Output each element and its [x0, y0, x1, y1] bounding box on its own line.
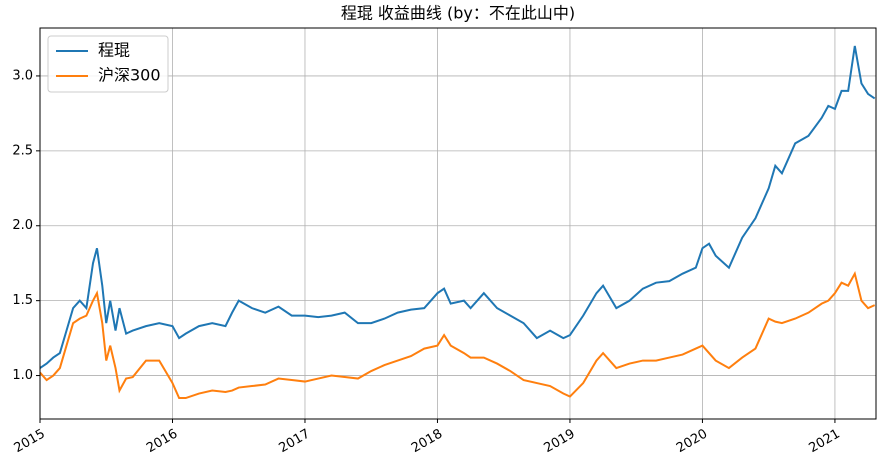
y-tick-label: 1.0 [12, 368, 33, 383]
y-tick-label: 2.0 [12, 218, 33, 233]
x-tick-label: 2017 [277, 427, 313, 457]
y-tick-label: 2.5 [12, 143, 33, 158]
y-tick-label: 3.0 [12, 68, 33, 83]
series-line [39, 45, 876, 369]
chart-title: 程琨 收益曲线 (by：不在此山中) [341, 4, 575, 23]
x-tick-label: 2020 [674, 427, 710, 457]
x-tick-label: 2021 [807, 427, 843, 457]
x-tick-label: 2015 [12, 427, 48, 457]
plot-frame [39, 27, 877, 420]
legend-label: 沪深300 [98, 66, 161, 85]
legend-label: 程琨 [98, 41, 130, 60]
x-tick-label: 2016 [144, 427, 180, 457]
x-tick-label: 2018 [409, 427, 445, 457]
series-line [39, 270, 876, 400]
x-tick-label: 2019 [542, 427, 578, 457]
y-tick-label: 1.5 [12, 293, 33, 308]
